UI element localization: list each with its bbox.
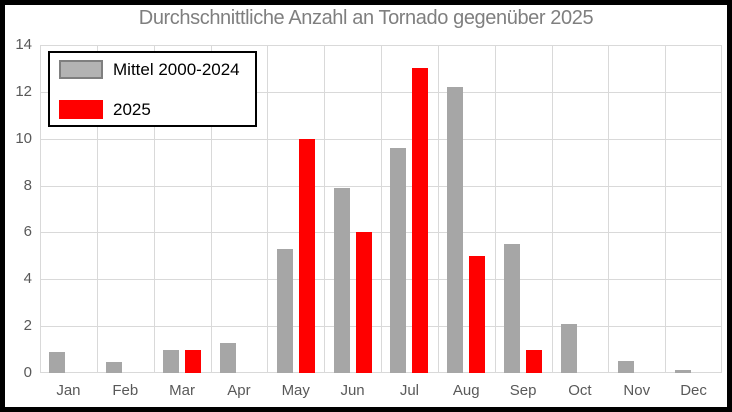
bar-mittel-jul [390, 148, 407, 373]
bar-2025-may [298, 138, 315, 373]
legend-label-2025: 2025 [113, 99, 151, 119]
x-tick-label: Sep [509, 382, 537, 399]
bar-2025-sep [526, 349, 543, 373]
gridline-vertical [437, 45, 439, 373]
x-tick-label: Oct [568, 382, 592, 399]
gridline-vertical [324, 45, 326, 373]
gridline-vertical [665, 45, 667, 373]
gridline-vertical [267, 45, 269, 373]
bar-2025-aug [469, 255, 486, 373]
bar-mittel-jan [49, 351, 66, 373]
y-tick-label: 0 [23, 364, 32, 381]
gridline-vertical [381, 45, 382, 373]
plot-area [40, 45, 722, 373]
x-tick-label: May [281, 382, 310, 399]
x-tick-label: Feb [112, 382, 139, 399]
bar-mittel-mar [163, 349, 180, 373]
y-tick-label: 12 [15, 82, 32, 100]
y-tick-label: 8 [23, 176, 32, 194]
gridline-vertical [96, 45, 98, 373]
bar-mittel-feb [106, 362, 123, 373]
gridline-vertical [608, 45, 610, 373]
bar-mittel-oct [560, 323, 577, 373]
x-tick-label: Dec [680, 382, 707, 399]
x-tick-label: Jun [340, 382, 365, 399]
legend-item-2025: 2025 [59, 100, 255, 119]
bar-2025-jun [355, 232, 372, 373]
legend-item-mittel: Mittel 2000-2024 [59, 60, 255, 79]
bar-mittel-nov [617, 361, 634, 373]
x-tick-label: Apr [227, 382, 251, 399]
bar-mittel-dec [674, 369, 691, 373]
x-tick-label: Jul [399, 382, 419, 399]
legend: Mittel 2000-2024 2025 [48, 51, 257, 127]
x-tick-label: Mar [169, 382, 195, 399]
gridline-vertical [153, 45, 155, 373]
legend-swatch-2025 [59, 100, 103, 119]
gridline-vertical [494, 45, 496, 373]
y-tick-label: 4 [23, 270, 32, 288]
y-tick-label: 2 [23, 317, 32, 335]
bar-mittel-sep [504, 244, 521, 373]
bar-mittel-may [276, 248, 293, 373]
x-tick-label: Aug [452, 382, 480, 399]
bar-mittel-apr [219, 342, 236, 373]
chart-title: Durchschnittliche Anzahl an Tornado gege… [138, 7, 594, 29]
bar-mittel-aug [447, 87, 464, 373]
y-tick-label: 6 [23, 223, 32, 241]
gridline-vertical [551, 45, 553, 373]
x-tick-label: Nov [623, 382, 651, 399]
gridline-vertical [40, 45, 41, 373]
gridline-vertical [721, 45, 722, 373]
bar-mittel-jun [333, 187, 350, 373]
x-tick-label: Jan [56, 382, 81, 399]
y-tick-label: 14 [15, 36, 32, 53]
bar-2025-jul [412, 68, 429, 373]
legend-label-mittel: Mittel 2000-2024 [113, 59, 240, 79]
bar-2025-mar [185, 349, 202, 373]
y-tick-label: 10 [15, 129, 32, 147]
gridline-vertical [210, 45, 212, 373]
legend-swatch-mittel [59, 60, 103, 79]
